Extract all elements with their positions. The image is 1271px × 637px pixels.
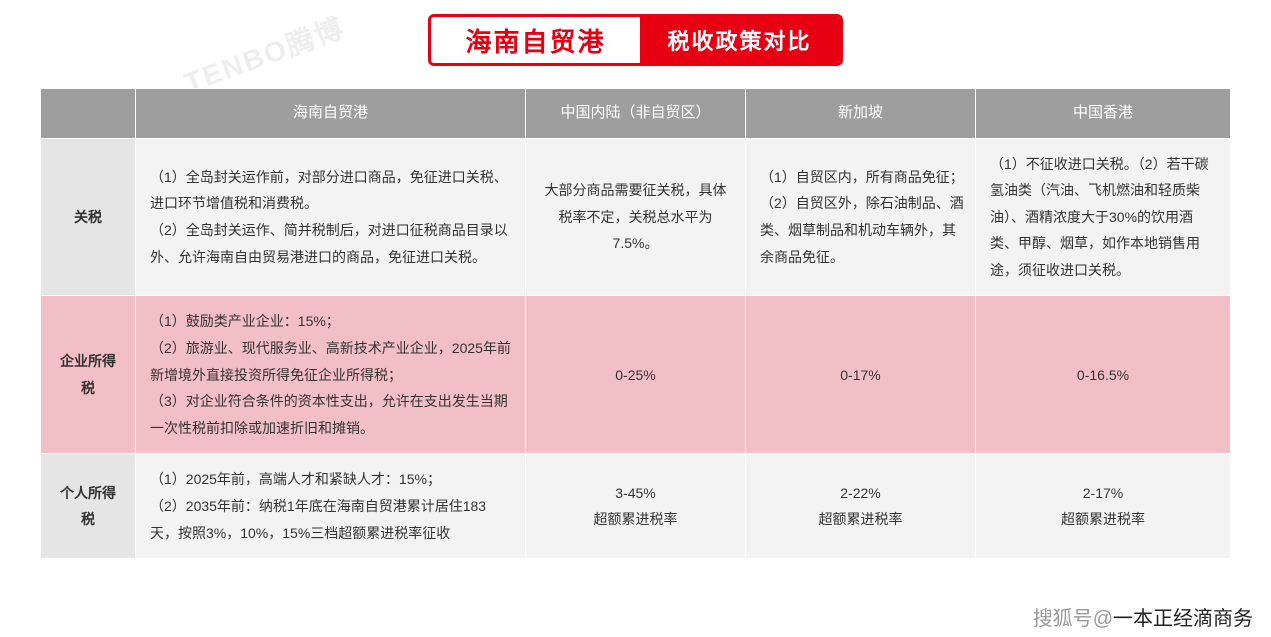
footer-author: 一本正经滴商务 (1113, 608, 1253, 630)
table-row-tariff: 关税 （1）全岛封关运作前，对部分进口商品，免征进口关税、进口环节增值税和消费税… (41, 138, 1231, 296)
cell-hongkong: 2-17%超额累进税率 (976, 454, 1231, 559)
title-sub: 税收政策对比 (640, 17, 840, 63)
cell-hainan: （1）2025年前，高端人才和紧缺人才：15%；（2）2035年前：纳税1年底在… (136, 454, 526, 559)
comparison-table-wrap: 海南自贸港 中国内陆（非自贸区） 新加坡 中国香港 关税 （1）全岛封关运作前，… (0, 88, 1271, 559)
row-label: 企业所得税 (41, 296, 136, 454)
col-header-mainland: 中国内陆（非自贸区） (526, 89, 746, 139)
cell-hainan: （1）鼓励类产业企业：15%；（2）旅游业、现代服务业、高新技术产业企业，202… (136, 296, 526, 454)
cell-mainland: 0-25% (526, 296, 746, 454)
col-header-hainan: 海南自贸港 (136, 89, 526, 139)
col-header-hongkong: 中国香港 (976, 89, 1231, 139)
title-main: 海南自贸港 (431, 17, 639, 63)
table-header: 海南自贸港 中国内陆（非自贸区） 新加坡 中国香港 (41, 89, 1231, 139)
cell-hainan: （1）全岛封关运作前，对部分进口商品，免征进口关税、进口环节增值税和消费税。（2… (136, 138, 526, 296)
row-label: 关税 (41, 138, 136, 296)
title-box: 海南自贸港 税收政策对比 (428, 14, 842, 66)
cell-hongkong: 0-16.5% (976, 296, 1231, 454)
cell-mainland: 3-45%超额累进税率 (526, 454, 746, 559)
cell-mainland: 大部分商品需要征关税，具体税率不定，关税总水平为7.5%。 (526, 138, 746, 296)
table-row-personal-tax: 个人所得税 （1）2025年前，高端人才和紧缺人才：15%；（2）2035年前：… (41, 454, 1231, 559)
table-row-corporate-tax: 企业所得税 （1）鼓励类产业企业：15%；（2）旅游业、现代服务业、高新技术产业… (41, 296, 1231, 454)
cell-singapore: （1）自贸区内，所有商品免征；（2）自贸区外，除石油制品、酒类、烟草制品和机动车… (746, 138, 976, 296)
footer-credit: 搜狐号@一本正经滴商务 (1033, 602, 1253, 631)
col-header-singapore: 新加坡 (746, 89, 976, 139)
cell-singapore: 2-22%超额累进税率 (746, 454, 976, 559)
cell-singapore: 0-17% (746, 296, 976, 454)
col-header-blank (41, 89, 136, 139)
cell-hongkong: （1）不征收进口关税。（2）若干碳氢油类（汽油、飞机燃油和轻质柴油）、酒精浓度大… (976, 138, 1231, 296)
footer-platform: 搜狐号 (1033, 608, 1093, 630)
comparison-table: 海南自贸港 中国内陆（非自贸区） 新加坡 中国香港 关税 （1）全岛封关运作前，… (40, 88, 1231, 559)
footer-at: @ (1093, 608, 1113, 630)
title-banner: 海南自贸港 税收政策对比 (0, 14, 1271, 66)
row-label: 个人所得税 (41, 454, 136, 559)
